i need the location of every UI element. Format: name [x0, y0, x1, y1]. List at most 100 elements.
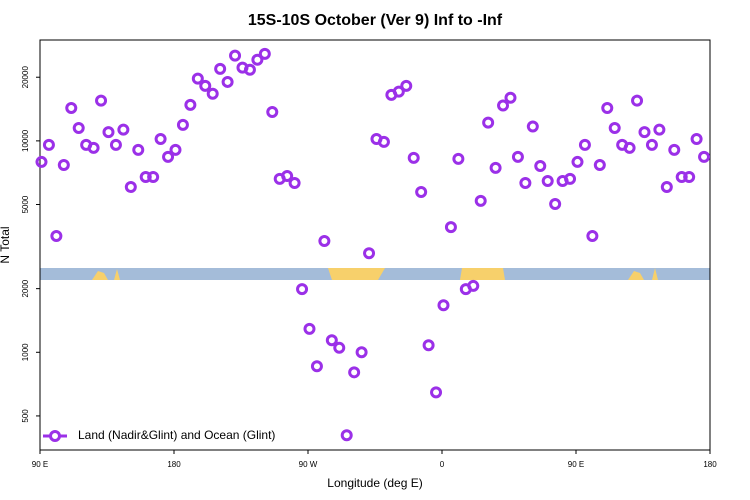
land-bit — [652, 268, 658, 280]
point — [325, 334, 338, 347]
point — [42, 138, 55, 151]
point — [50, 229, 63, 242]
point — [318, 235, 331, 248]
y-tick-label: 2000 — [21, 279, 30, 297]
x-axis-label: Longitude (deg E) — [327, 476, 422, 490]
point — [184, 98, 197, 111]
point — [147, 170, 160, 183]
point — [340, 429, 353, 442]
y-tick-label: 500 — [21, 409, 30, 423]
point — [169, 143, 182, 156]
point — [444, 221, 457, 234]
y-tick-label: 10000 — [21, 129, 30, 152]
x-tick-label: 90 E — [32, 460, 48, 469]
x-tick-label: 180 — [167, 460, 181, 469]
y-tick-label: 1000 — [21, 343, 30, 361]
point — [117, 123, 130, 136]
point — [251, 53, 264, 66]
point — [683, 170, 696, 183]
legend-marker — [49, 430, 61, 442]
point — [452, 152, 465, 165]
point — [35, 155, 48, 168]
point — [504, 91, 517, 104]
x-tick-label: 180 — [703, 460, 717, 469]
point — [653, 123, 666, 136]
point — [65, 102, 78, 115]
point — [430, 386, 443, 399]
point — [355, 346, 368, 359]
point — [296, 283, 309, 296]
land-africa — [460, 268, 505, 280]
point — [690, 133, 703, 146]
point — [571, 155, 584, 168]
plot-frame — [39, 39, 711, 451]
point — [623, 141, 636, 154]
point — [511, 150, 524, 163]
point — [87, 141, 100, 154]
point — [281, 170, 294, 183]
y-tick-label: 5000 — [21, 195, 30, 213]
point — [549, 197, 562, 210]
point — [467, 279, 480, 292]
point — [288, 177, 301, 190]
point — [191, 72, 204, 85]
point — [668, 143, 681, 156]
map-strip — [40, 268, 710, 280]
point — [586, 229, 599, 242]
point — [437, 299, 450, 312]
point — [310, 360, 323, 373]
point — [638, 126, 651, 139]
land-bit — [628, 271, 644, 280]
point — [534, 159, 547, 172]
point — [377, 135, 390, 148]
point — [124, 181, 137, 194]
land-americas — [328, 268, 385, 280]
point — [221, 75, 234, 88]
point — [176, 118, 189, 131]
point — [162, 150, 175, 163]
point — [229, 49, 242, 62]
legend-label: Land (Nadir&Glint) and Ocean (Glint) — [78, 428, 275, 442]
point — [214, 62, 227, 75]
point — [698, 150, 711, 163]
x-tick-label: 90 E — [568, 460, 584, 469]
point — [57, 158, 70, 171]
x-tick-label: 0 — [440, 460, 445, 469]
chart-title: 15S-10S October (Ver 9) Inf to -Inf — [248, 12, 503, 29]
point — [675, 170, 688, 183]
land-bit — [114, 269, 120, 280]
point — [660, 181, 673, 194]
point — [266, 105, 279, 118]
point — [482, 116, 495, 129]
point — [258, 47, 271, 60]
y-tick-label: 20000 — [21, 66, 30, 89]
x-tick-label: 90 W — [299, 460, 318, 469]
point — [608, 122, 621, 135]
point — [489, 161, 502, 174]
point — [363, 247, 376, 260]
point — [139, 170, 152, 183]
point — [578, 138, 591, 151]
point — [407, 151, 420, 164]
point — [243, 63, 256, 76]
point — [154, 133, 167, 146]
point — [645, 138, 658, 151]
point — [132, 143, 145, 156]
point — [95, 94, 108, 107]
point — [541, 174, 554, 187]
point — [199, 79, 212, 92]
point — [109, 138, 122, 151]
point — [601, 102, 614, 115]
point — [415, 186, 428, 199]
point — [519, 177, 532, 190]
land-bit — [92, 271, 108, 280]
point — [333, 341, 346, 354]
point — [497, 99, 510, 112]
point — [422, 339, 435, 352]
point — [303, 322, 316, 335]
y-axis-label: N Total — [0, 226, 12, 263]
point — [72, 122, 85, 135]
point — [392, 85, 405, 98]
